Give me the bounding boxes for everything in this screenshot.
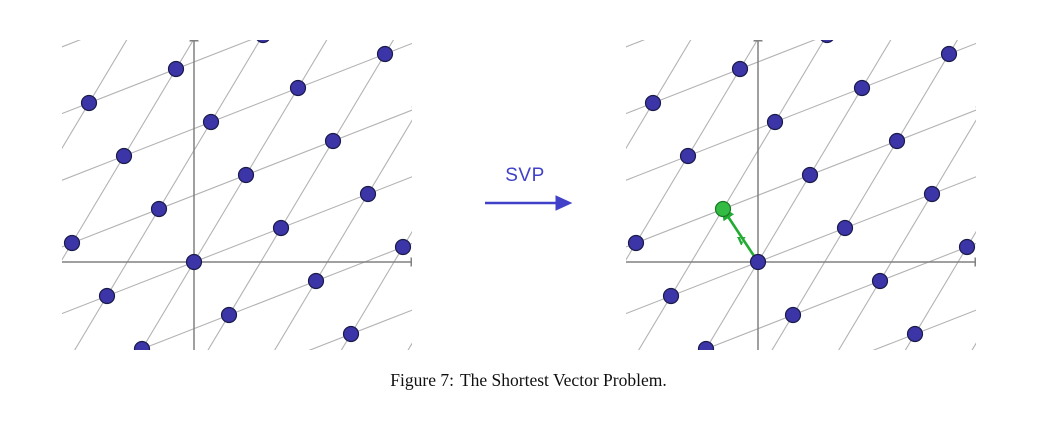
grid-line-b2	[140, 40, 328, 350]
grid-line-b2	[62, 40, 123, 350]
lattice-diagram-after: v	[626, 40, 976, 350]
lattice-point	[307, 272, 325, 290]
lattice-point	[167, 60, 185, 78]
lattice-point	[272, 219, 290, 237]
grid-line-b2	[626, 40, 774, 350]
lattice-point	[324, 132, 342, 150]
lattice-grid-lines	[626, 40, 976, 350]
lattice-point	[220, 306, 238, 324]
grid-line-b2	[626, 40, 687, 350]
lattice-point	[923, 185, 941, 203]
lattice-point	[836, 219, 854, 237]
lattice-point	[289, 79, 307, 97]
caption-label: Figure 7:	[390, 370, 454, 390]
lattice-point	[888, 132, 906, 150]
grid-line-b1	[626, 109, 976, 248]
lattice-point	[766, 113, 784, 131]
figure-caption: Figure 7: The Shortest Vector Problem.	[0, 370, 1057, 391]
lattice-point	[627, 234, 645, 252]
shortest-vector-arrow	[720, 205, 760, 263]
grid-line-b1	[62, 109, 412, 248]
grid-line-b2	[704, 40, 892, 350]
lattice-point	[644, 94, 662, 112]
grid-line-b2	[626, 40, 758, 261]
grid-line-b2	[638, 40, 825, 350]
lattice-point	[359, 185, 377, 203]
grid-line-b2	[626, 40, 692, 150]
lattice-point	[662, 287, 680, 305]
grid-line-b2	[771, 40, 959, 350]
lattice-point	[185, 253, 203, 271]
lattice-panel-before	[62, 40, 412, 350]
lattice-point	[80, 94, 98, 112]
lattice-grid-lines	[62, 40, 412, 350]
lattice-point	[801, 166, 819, 184]
axes	[62, 40, 412, 350]
lattice-point	[853, 79, 871, 97]
grid-line-b2	[62, 40, 210, 350]
grid-line-b2	[62, 40, 128, 150]
lattice-point	[697, 340, 715, 350]
lattice-points	[627, 40, 976, 350]
lattice-point	[376, 45, 394, 63]
shortest-vector-point	[714, 200, 732, 218]
grid-line-b2	[207, 40, 395, 350]
lattice-point	[731, 60, 749, 78]
grid-line-b2	[74, 40, 261, 350]
lattice-point	[871, 272, 889, 290]
lattice-point	[63, 234, 81, 252]
svp-arrow-icon	[485, 195, 573, 211]
grid-line-b1	[308, 309, 412, 350]
lattice-points	[63, 40, 412, 350]
lattice-point	[749, 253, 767, 271]
grid-line-b2	[265, 40, 412, 350]
grid-line-b2	[838, 119, 976, 350]
svp-label: SVP	[505, 165, 545, 186]
grid-line-b1	[62, 176, 412, 315]
caption-text: The Shortest Vector Problem.	[459, 370, 667, 390]
lattice-point	[237, 166, 255, 184]
lattice-point	[202, 113, 220, 131]
axes	[626, 40, 976, 350]
grid-line-b2	[829, 40, 976, 350]
lattice-point	[958, 238, 976, 256]
lattice-point	[394, 238, 412, 256]
lattice-point	[133, 340, 151, 350]
lattice-point	[98, 287, 116, 305]
lattice-point	[940, 45, 958, 63]
lattice-diagram-before	[62, 40, 412, 350]
lattice-point	[150, 200, 168, 218]
lattice-point	[820, 40, 834, 44]
grid-line-b1	[872, 309, 976, 350]
grid-line-b1	[626, 176, 976, 315]
lattice-panel-after: v	[626, 40, 976, 350]
lattice-point	[115, 147, 133, 165]
lattice-point	[784, 306, 802, 324]
grid-line-b2	[62, 40, 194, 261]
lattice-point	[342, 325, 360, 343]
lattice-point	[256, 40, 270, 44]
lattice-point	[906, 325, 924, 343]
shortest-vector-label: v	[737, 230, 746, 249]
svp-transform-annotation: SVP	[470, 165, 580, 215]
grid-line-b2	[274, 119, 412, 350]
lattice-point	[679, 147, 697, 165]
